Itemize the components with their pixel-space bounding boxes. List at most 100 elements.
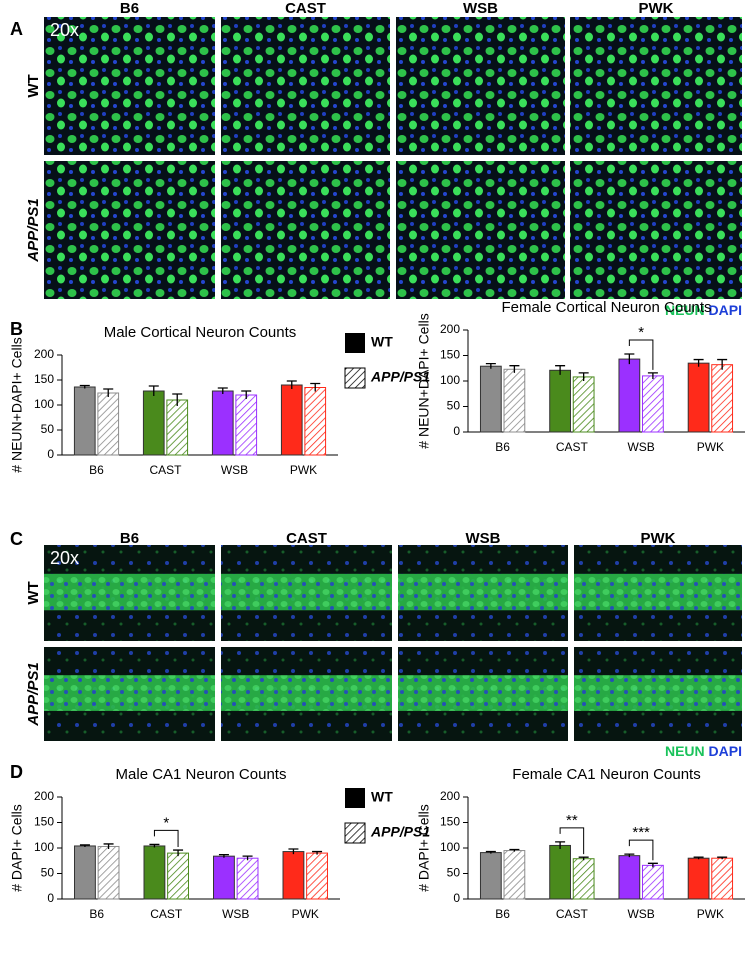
- error-bar: [555, 841, 566, 850]
- error-bar: [509, 848, 520, 852]
- error-bar: [148, 385, 159, 396]
- error-bar: [485, 363, 496, 369]
- error-bar: [693, 856, 704, 860]
- micrograph: [44, 17, 215, 155]
- error-bar: [647, 862, 658, 868]
- y-tick-label: 50: [447, 399, 461, 413]
- error-bar: [79, 384, 90, 389]
- row-label: APP/PS1: [25, 662, 42, 726]
- bar: [236, 857, 259, 900]
- micrograph: [396, 17, 565, 155]
- y-tick-label: 50: [41, 422, 55, 436]
- error-bar: [286, 380, 297, 389]
- x-tick-label: B6: [89, 907, 104, 921]
- y-tick-label: 150: [34, 372, 54, 386]
- panel-label: B: [10, 319, 23, 339]
- legend-swatch: [345, 788, 365, 808]
- error-bar: [103, 843, 114, 850]
- panel-label: D: [10, 762, 23, 782]
- column-header: WSB: [466, 530, 501, 547]
- y-tick-label: 100: [34, 840, 54, 854]
- magnification: 20x: [50, 20, 79, 40]
- y-tick-label: 200: [440, 322, 460, 336]
- micrograph: [44, 161, 215, 299]
- legend-label: WT: [371, 789, 393, 805]
- error-bar: [647, 372, 658, 379]
- neuron-band: [44, 573, 215, 611]
- column-header: PWK: [641, 530, 676, 547]
- error-bar: [717, 856, 728, 860]
- y-tick-label: 150: [440, 815, 460, 829]
- neuron-band: [221, 675, 392, 711]
- micrograph: [570, 161, 742, 299]
- error-bar: [578, 856, 589, 861]
- x-tick-label: PWK: [697, 440, 724, 454]
- error-bar: [173, 849, 184, 857]
- neuron-band: [398, 675, 568, 711]
- y-tick-label: 50: [447, 866, 461, 880]
- bar: [572, 858, 595, 900]
- neuron-band: [574, 573, 742, 611]
- bar: [282, 851, 305, 900]
- error-bar: [172, 393, 183, 406]
- significance-label: ***: [632, 824, 650, 841]
- stain-dapi: DAPI: [709, 302, 742, 318]
- significance-label: **: [566, 812, 578, 829]
- error-bar: [241, 390, 252, 399]
- significance-label: *: [638, 324, 644, 341]
- bar: [235, 394, 258, 456]
- x-tick-label: WSB: [627, 907, 654, 921]
- y-tick-label: 200: [34, 789, 54, 803]
- y-axis-label: # DAPI+ Cells: [9, 804, 25, 892]
- chart-title: Female Cortical Neuron Counts: [501, 299, 711, 316]
- stain-label: NEUN DAPI: [665, 302, 742, 318]
- y-tick-label: 0: [453, 424, 460, 438]
- x-tick-label: B6: [495, 907, 510, 921]
- y-axis-label: # NEUN+DAPI+ Cells: [416, 313, 432, 448]
- chart-title: Female CA1 Neuron Counts: [512, 766, 700, 783]
- bar: [687, 362, 710, 433]
- error-bar: [149, 843, 160, 848]
- bar: [213, 855, 235, 900]
- row-label: APP/PS1: [25, 198, 42, 262]
- x-tick-label: WSB: [221, 463, 248, 477]
- x-tick-label: CAST: [556, 440, 589, 454]
- bar: [549, 369, 571, 433]
- stain-neun: NEUN: [665, 302, 705, 318]
- y-tick-label: 0: [47, 891, 54, 905]
- row-label: WT: [25, 581, 42, 604]
- error-bar: [624, 353, 635, 365]
- legend-swatch: [344, 822, 366, 844]
- error-bar: [103, 388, 114, 397]
- legend-swatch: [345, 333, 365, 353]
- stain-dapi: DAPI: [709, 743, 742, 759]
- y-tick-label: 100: [34, 397, 54, 411]
- error-bar: [312, 850, 323, 855]
- bar: [503, 368, 526, 433]
- column-header: PWK: [639, 0, 674, 17]
- x-tick-label: B6: [495, 440, 510, 454]
- x-tick-label: PWK: [697, 907, 724, 921]
- y-axis-label: # DAPI+ Cells: [416, 804, 432, 892]
- error-bar: [217, 387, 228, 394]
- x-tick-label: CAST: [150, 907, 183, 921]
- stain-label: NEUN DAPI: [665, 743, 742, 759]
- bar: [711, 364, 734, 433]
- column-header: B6: [120, 0, 139, 17]
- y-tick-label: 0: [453, 891, 460, 905]
- bar: [572, 376, 595, 433]
- legend-label: APP/PS1: [370, 824, 430, 840]
- column-header: WSB: [463, 0, 498, 17]
- y-tick-label: 200: [34, 347, 54, 361]
- micrograph: [221, 161, 390, 299]
- x-tick-label: CAST: [556, 907, 589, 921]
- micrograph: [570, 17, 742, 155]
- y-tick-label: 200: [440, 789, 460, 803]
- x-tick-label: WSB: [627, 440, 654, 454]
- bar: [142, 390, 165, 456]
- panel-label: C: [10, 529, 23, 549]
- y-axis-label: # NEUN+DAPI+ Cells: [9, 337, 25, 472]
- error-bar: [310, 382, 321, 392]
- bar: [642, 864, 664, 900]
- error-bar: [624, 853, 635, 858]
